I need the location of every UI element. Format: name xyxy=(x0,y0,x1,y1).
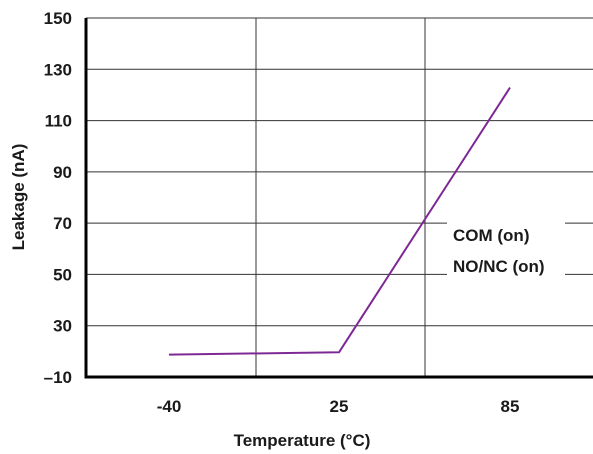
y-tick-label: 150 xyxy=(44,9,72,28)
x-tick-label: -40 xyxy=(157,397,182,416)
y-tick-label: 50 xyxy=(53,265,72,284)
y-tick-label: 90 xyxy=(53,163,72,182)
legend: COM (on) NO/NC (on) xyxy=(453,226,545,276)
y-tick-label: 30 xyxy=(53,317,72,336)
axes xyxy=(84,18,593,379)
legend-label: NO/NC (on) xyxy=(453,257,545,276)
y-axis-title: Leakage (nA) xyxy=(9,144,28,251)
grid-lines xyxy=(86,17,593,377)
x-tick-label: 85 xyxy=(501,397,520,416)
legend-label: COM (on) xyxy=(453,226,529,245)
y-tick-labels: –10 30 50 70 90 110 130 150 xyxy=(44,9,72,387)
y-tick-label: 70 xyxy=(53,214,72,233)
x-tick-label: 25 xyxy=(330,397,349,416)
y-tick-label: 130 xyxy=(44,60,72,79)
x-tick-labels: -40 25 85 xyxy=(157,397,520,416)
y-tick-label: –10 xyxy=(44,368,72,387)
legend-backgrounds xyxy=(447,220,565,278)
series-lines xyxy=(168,87,511,356)
x-axis-title: Temperature (°C) xyxy=(234,431,371,450)
series-line-no-nc-on xyxy=(168,87,511,356)
legend-background xyxy=(447,220,565,278)
y-tick-label: 110 xyxy=(45,112,72,131)
